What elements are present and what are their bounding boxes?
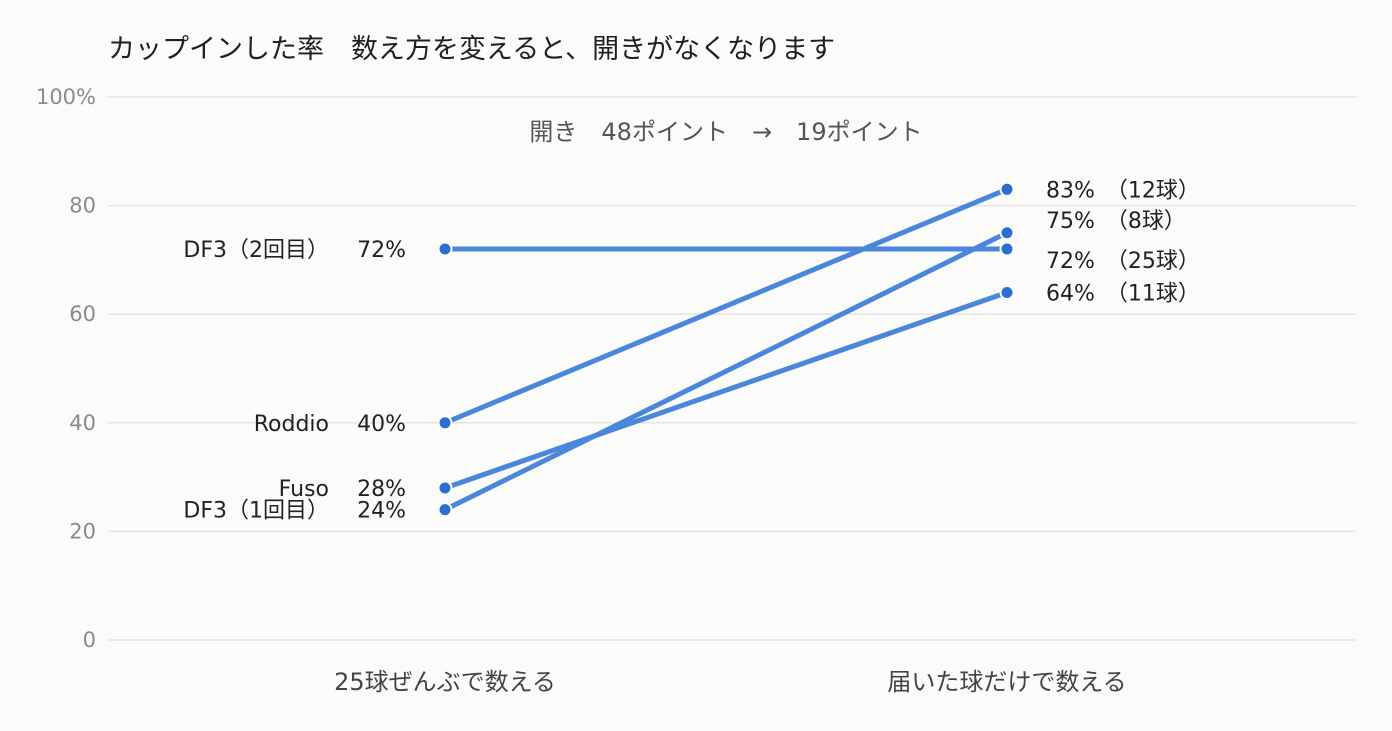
left-value-label: 40% — [357, 412, 406, 437]
data-point — [999, 284, 1015, 300]
data-point — [999, 225, 1015, 241]
y-tick-label: 100% — [36, 85, 96, 109]
x-tick-label: 届いた球だけで数える — [887, 668, 1126, 696]
right-value-label: 72% （25球） — [1046, 249, 1200, 274]
data-point — [437, 415, 453, 431]
y-tick-label: 0 — [83, 628, 96, 652]
series-name-label: DF3（2回目） — [183, 238, 329, 263]
y-axis-ticks: 0 20 40 60 80 100% — [36, 85, 96, 652]
data-point — [999, 181, 1015, 197]
y-tick-label: 20 — [69, 519, 96, 543]
data-point — [999, 241, 1015, 257]
series-lines — [442, 186, 1010, 513]
series-line — [442, 230, 1010, 513]
right-value-label: 83% （12球） — [1046, 178, 1200, 203]
data-point — [437, 502, 453, 518]
right-value-label: 75% （8球） — [1046, 209, 1186, 234]
y-tick-label: 80 — [69, 194, 96, 218]
y-tick-label: 60 — [69, 302, 96, 326]
series-line — [442, 186, 1010, 426]
series-name-label: Roddio — [254, 412, 329, 437]
x-tick-label: 25球ぜんぶで数える — [334, 668, 556, 696]
chart-title: カップインした率 数え方を変えると、開きがなくなります — [108, 34, 835, 65]
left-value-label: 72% — [357, 238, 406, 263]
series-points — [437, 181, 1015, 518]
right-value-label: 64% （11球） — [1046, 281, 1200, 306]
gridlines — [108, 96, 1356, 641]
series-line — [442, 289, 1010, 491]
data-point — [437, 241, 453, 257]
left-value-label: 28% — [357, 477, 406, 502]
series-name-label: Fuso — [279, 477, 329, 502]
y-tick-label: 40 — [69, 411, 96, 435]
data-point — [437, 480, 453, 496]
series-labels: DF3（2回目） 72% 72% （25球） Roddio 40% 83% （12球） Fu… — [183, 178, 1200, 523]
left-value-label: 24% — [357, 499, 406, 524]
series-name-label: DF3（1回目） — [183, 499, 329, 524]
chart-subtitle: 開き 48ポイント → 19ポイント — [529, 118, 922, 146]
x-axis-ticks: 25球ぜんぶで数える 届いた球だけで数える — [334, 668, 1127, 696]
